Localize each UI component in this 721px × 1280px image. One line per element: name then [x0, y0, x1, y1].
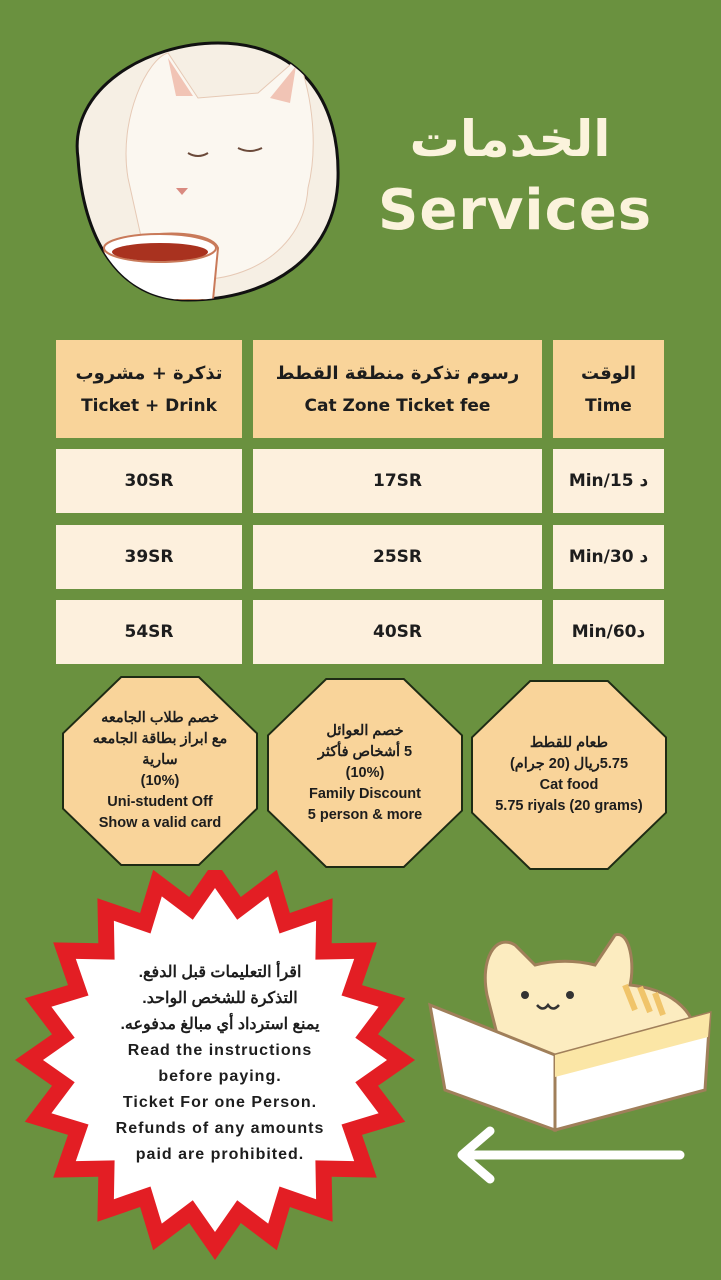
header-time: الوقت Time — [553, 340, 664, 438]
starburst-shape — [15, 870, 415, 1260]
badge-line: Show a valid card — [98, 815, 222, 831]
badge-line: Uni-student Off — [107, 794, 213, 810]
badge-line: 5.75ريال (20 جرام) — [509, 756, 629, 772]
header-en: Cat Zone Ticket fee — [304, 395, 491, 416]
header-ticket-drink: تذكرة + مشروب Ticket + Drink — [56, 340, 242, 438]
badge-student-discount: خصم طلاب الجامعه مع ابراز بطاقة الجامعه … — [62, 676, 258, 866]
cell-drink: 54SR — [56, 600, 242, 664]
notice-line: التذكرة للشخص الواحد. — [142, 990, 298, 1007]
badge-line: مع ابراز بطاقة الجامعه — [92, 731, 228, 747]
header-ar: رسوم تذكرة منطقة القطط — [275, 362, 520, 384]
notice-line: Ticket For one Person. — [122, 1094, 318, 1111]
badge-line: (10%) — [140, 773, 180, 789]
cell-time: Min/30 د — [553, 525, 664, 589]
cat-with-tea-illustration — [75, 41, 340, 302]
arrow-left-icon — [457, 1126, 685, 1184]
notice-text: اقرأ التعليمات قبل الدفع. التذكرة للشخص … — [70, 960, 370, 1168]
cell-time: Min/60د — [553, 600, 664, 664]
title-english: Services — [378, 178, 653, 243]
notice-line: paid are prohibited. — [135, 1146, 305, 1163]
cell-drink: 30SR — [56, 449, 242, 513]
notice-line: Refunds of any amounts — [115, 1120, 325, 1137]
badge-line: (10%) — [345, 764, 385, 781]
cell-time: Min/15 د — [553, 449, 664, 513]
notice-line: يمنع استرداد أي مبالغ مدفوعه. — [120, 1016, 320, 1033]
notice-line: Read the instructions — [127, 1042, 313, 1059]
header-en: Time — [585, 395, 632, 416]
notice-line: اقرأ التعليمات قبل الدفع. — [138, 964, 302, 981]
cat-in-box-illustration — [428, 933, 712, 1133]
badge-line: Family Discount — [309, 785, 421, 802]
header-ar: الوقت — [580, 362, 637, 384]
badge-line: 5 أشخاص فأكثر — [317, 743, 413, 760]
notice-line: before paying. — [158, 1068, 282, 1085]
badge-line: 5 person & more — [307, 806, 423, 823]
cell-fee: 25SR — [253, 525, 542, 589]
badge-line: Cat food — [539, 777, 599, 793]
cell-drink: 39SR — [56, 525, 242, 589]
cell-fee: 40SR — [253, 600, 542, 664]
cell-fee: 17SR — [253, 449, 542, 513]
badge-line: سارية — [142, 752, 178, 768]
header-ar: تذكرة + مشروب — [75, 362, 223, 384]
header-ticket-fee: رسوم تذكرة منطقة القطط Cat Zone Ticket fe… — [253, 340, 542, 438]
header-en: Ticket + Drink — [81, 395, 217, 416]
badge-line: طعام للقطط — [529, 735, 609, 751]
badge-cat-food: طعام للقطط 5.75ريال (20 جرام) Cat food 5… — [471, 680, 667, 870]
badge-family-discount: خصم العوائل 5 أشخاص فأكثر (10%) Family D… — [267, 678, 463, 868]
badge-line: خصم العوائل — [326, 722, 404, 739]
badge-line: 5.75 riyals (20 grams) — [495, 798, 643, 814]
badge-line: خصم طلاب الجامعه — [101, 710, 219, 726]
title-arabic: الخدمات — [409, 110, 611, 168]
starburst-inner — [43, 888, 387, 1232]
